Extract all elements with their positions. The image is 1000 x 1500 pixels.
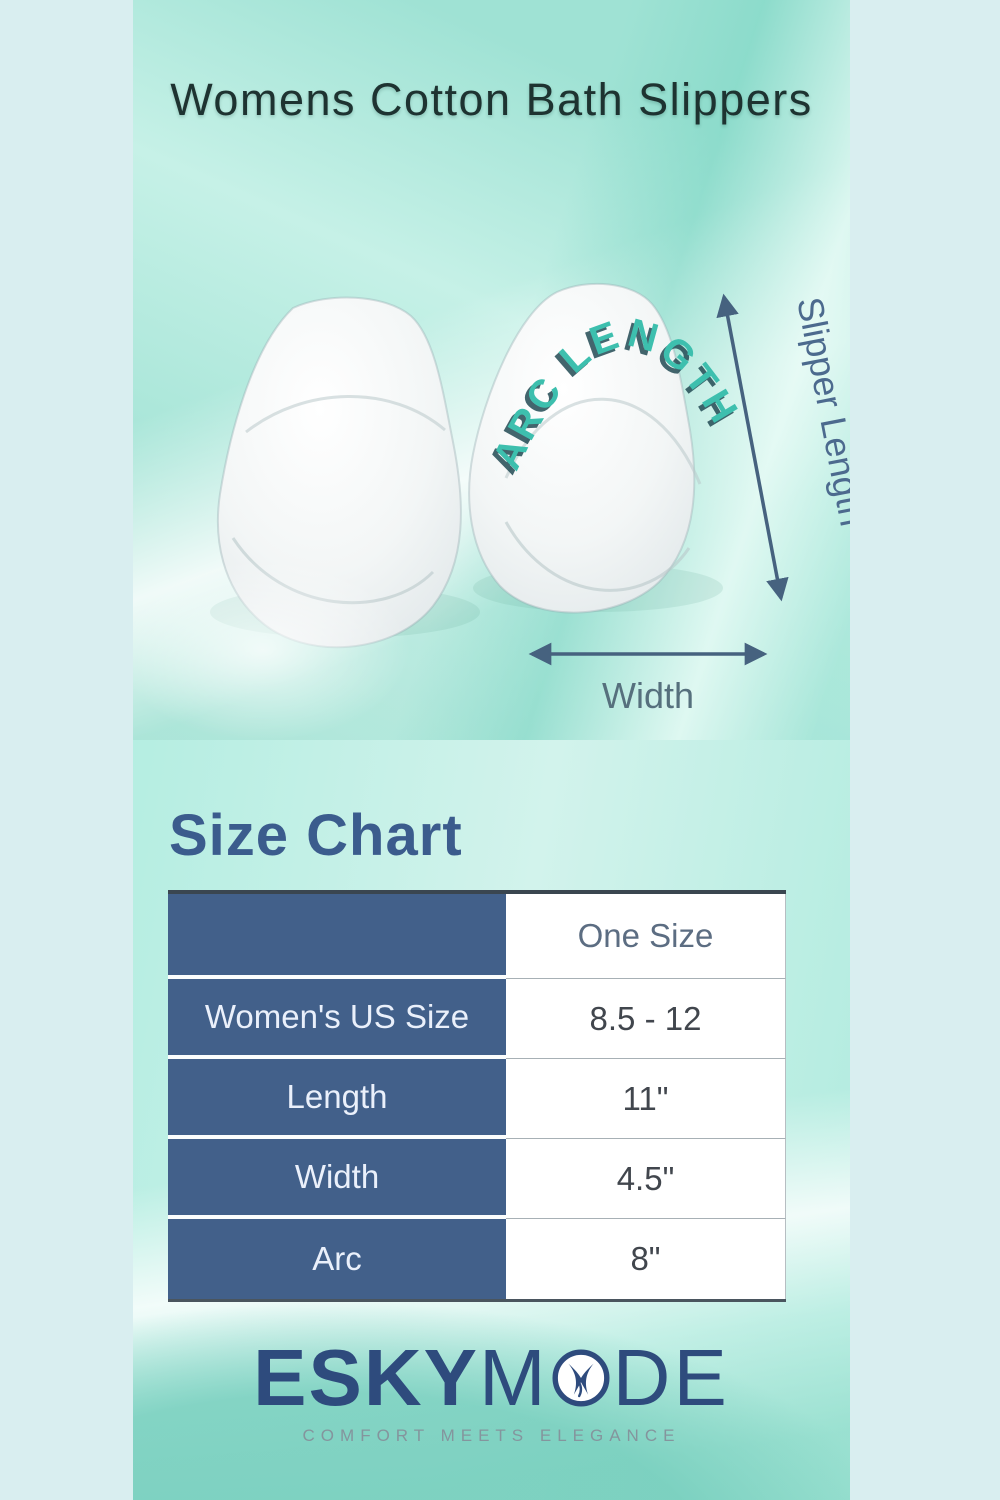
table-row: Width 4.5" — [168, 1139, 786, 1219]
hero-section: Womens Cotton Bath Slippers — [133, 0, 850, 740]
table-header-one-size: One Size — [506, 894, 786, 979]
brand-name-light-de: DE — [612, 1333, 730, 1422]
content-column: Womens Cotton Bath Slippers — [133, 0, 850, 1500]
row-value-arc: 8" — [506, 1219, 786, 1299]
slipper-length-arrow — [716, 293, 789, 602]
robe-emblem-icon — [552, 1349, 610, 1407]
brand-wordmark: ESKY M DE — [133, 1338, 850, 1418]
left-slipper-shadow — [210, 586, 480, 638]
table-header-row: One Size — [168, 894, 786, 979]
size-chart-table: One Size Women's US Size 8.5 - 12 Length… — [168, 890, 786, 1302]
brand-logo: ESKY M DE COMFORT MEETS ELEGANCE — [133, 1338, 850, 1446]
row-value-us-size: 8.5 - 12 — [506, 979, 786, 1059]
right-slipper-image — [468, 282, 702, 614]
size-chart-heading: Size Chart — [169, 803, 463, 868]
size-chart-section: Size Chart One Size Women's US Size 8.5 … — [133, 740, 850, 1500]
table-header-empty-cell — [168, 894, 506, 979]
brand-name-bold: ESKY — [253, 1333, 480, 1422]
table-row: Women's US Size 8.5 - 12 — [168, 979, 786, 1059]
row-label-us-size: Women's US Size — [168, 979, 506, 1059]
table-row: Length 11" — [168, 1059, 786, 1139]
brand-name-light-m: M — [479, 1333, 549, 1422]
product-title: Womens Cotton Bath Slippers — [170, 74, 813, 125]
left-slipper-image — [216, 296, 462, 649]
row-value-width: 4.5" — [506, 1139, 786, 1219]
row-label-width: Width — [168, 1139, 506, 1219]
row-label-arc: Arc — [168, 1219, 506, 1299]
slipper-length-label: Slipper Length — [789, 294, 850, 530]
row-label-length: Length — [168, 1059, 506, 1139]
width-label: Width — [602, 675, 694, 716]
table-row: Arc 8" — [168, 1219, 786, 1299]
brand-tagline: COMFORT MEETS ELEGANCE — [302, 1426, 681, 1445]
row-value-length: 11" — [506, 1059, 786, 1139]
slippers-measurement-illustration: ARC LENGTH Slipper Length Width — [210, 282, 850, 716]
